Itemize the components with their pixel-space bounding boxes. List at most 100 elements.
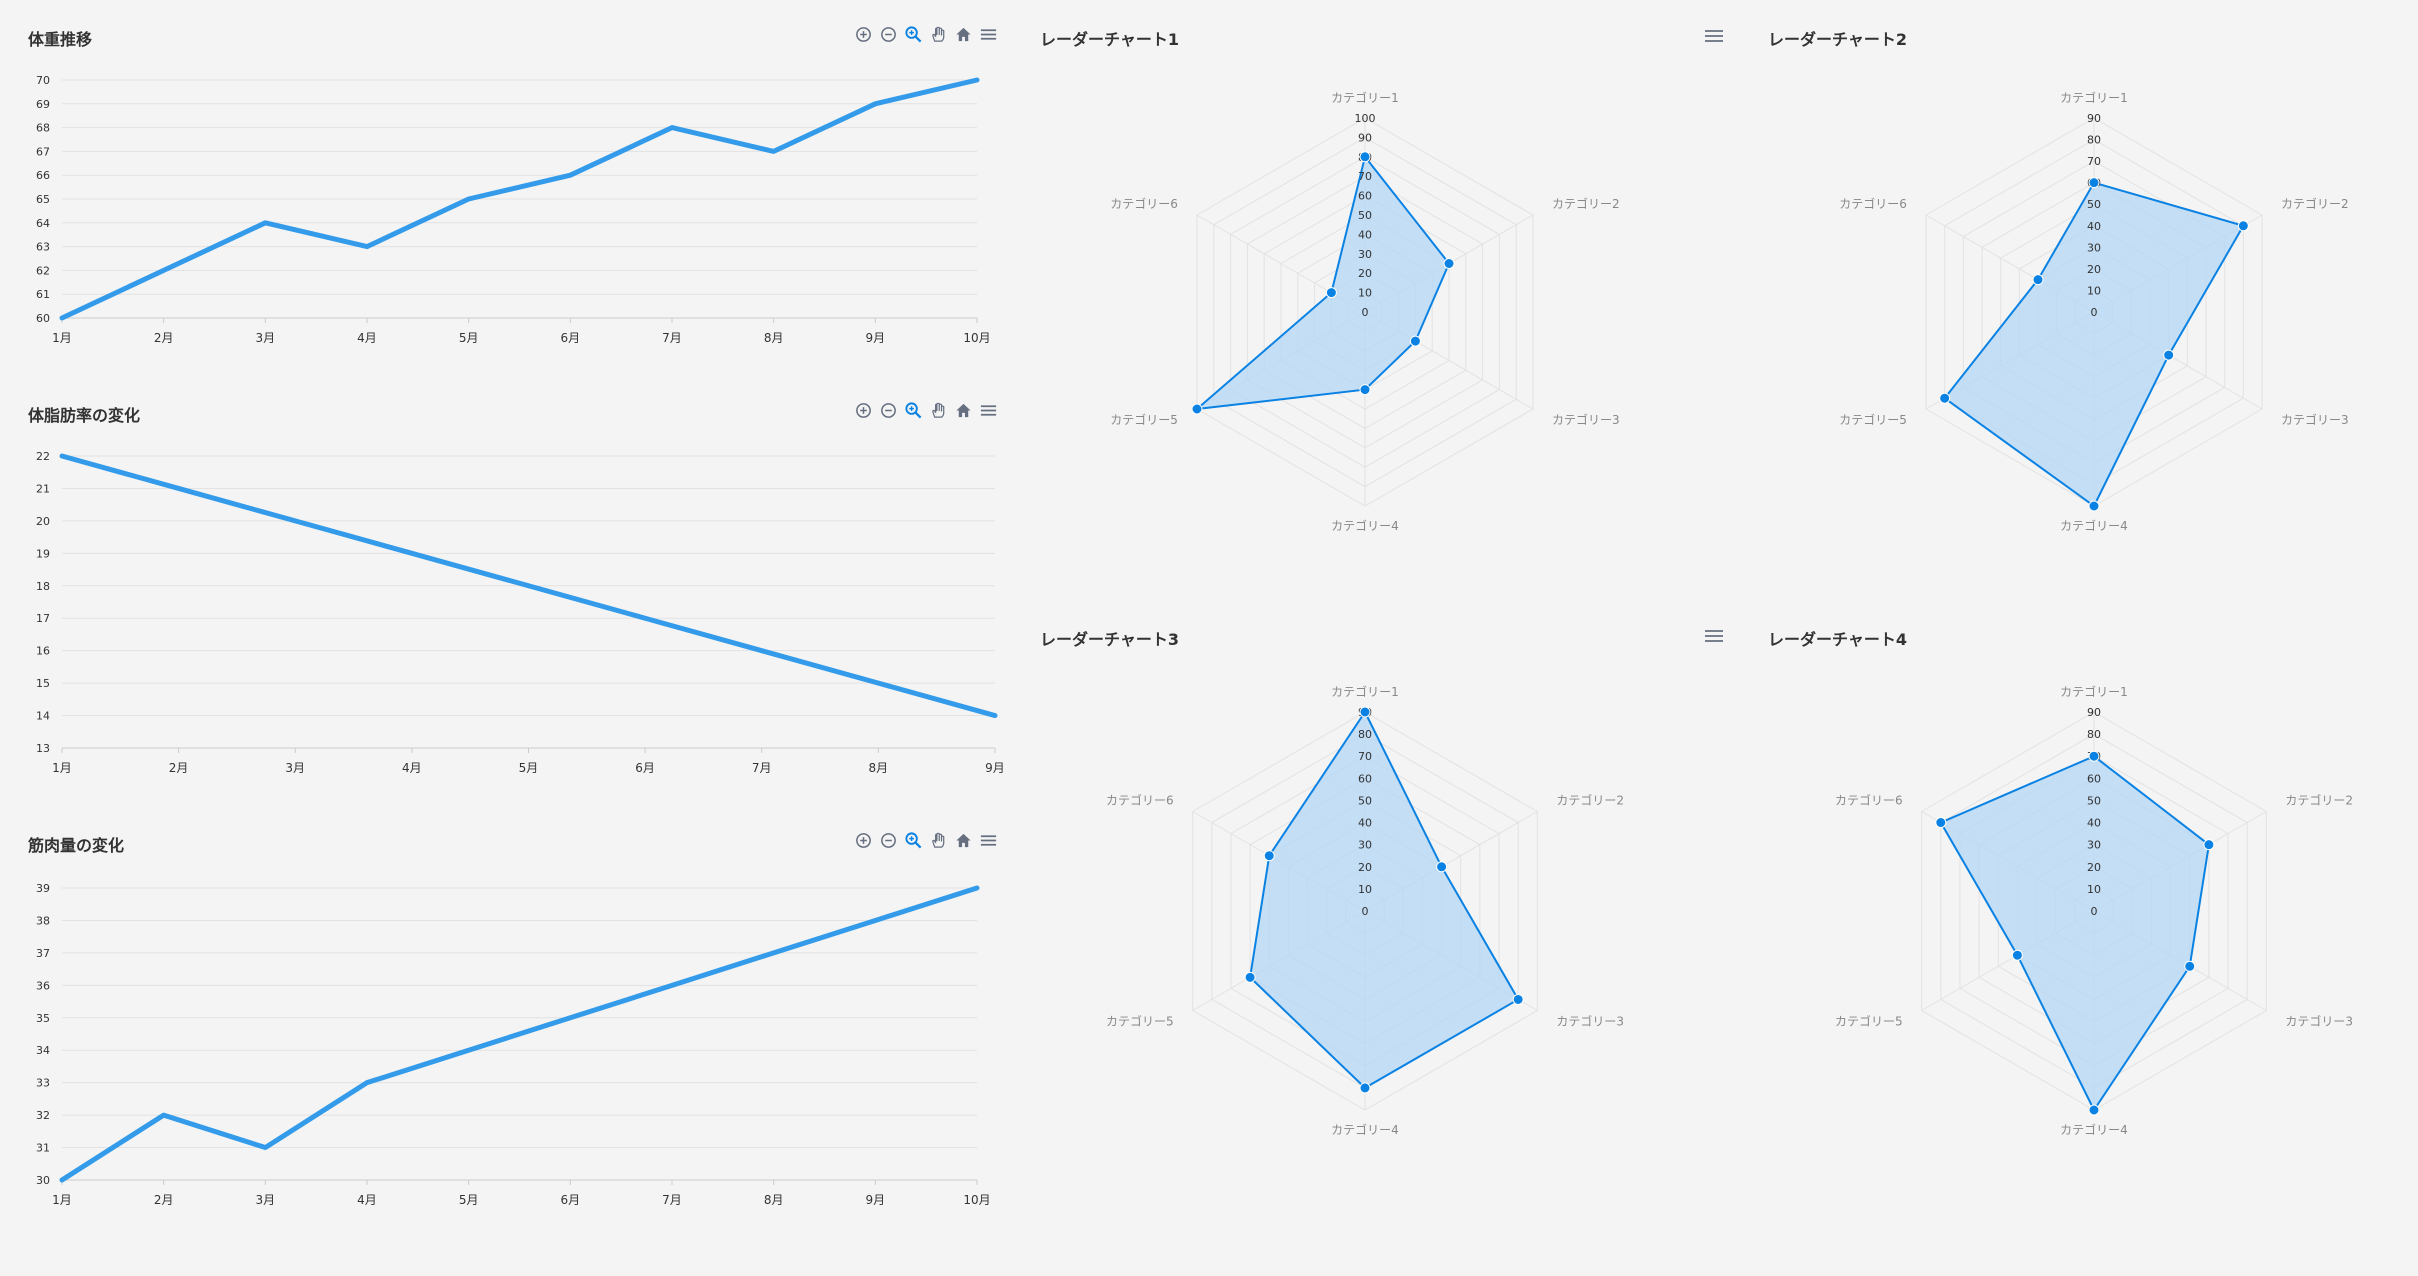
x-tick-label: 2月 [169, 761, 189, 775]
menu-icon[interactable] [979, 25, 998, 44]
radial-tick-label: 10 [1358, 287, 1372, 300]
radar-point [2011, 949, 2023, 961]
y-tick-label: 36 [36, 979, 50, 992]
radar-category-label: カテゴリー1 [2060, 684, 2128, 699]
pan-icon[interactable] [929, 831, 948, 850]
radar-category-label: カテゴリー2 [1556, 793, 1624, 808]
radar-plot: 0102030405060708090カテゴリー1カテゴリー2カテゴリー3カテゴ… [1106, 684, 1624, 1137]
radial-tick-label: 30 [2087, 241, 2101, 254]
x-tick-label: 6月 [635, 761, 655, 775]
radar-category-label: カテゴリー2 [1552, 196, 1620, 211]
radar-point [2088, 750, 2100, 762]
x-tick-label: 9月 [985, 761, 1005, 775]
radar-category-label: カテゴリー4 [1331, 1122, 1399, 1137]
zoom-in-icon[interactable] [854, 25, 873, 44]
radar-point [1443, 258, 1455, 269]
y-tick-label: 16 [36, 645, 50, 658]
zoom-select-icon[interactable] [904, 25, 923, 44]
home-icon[interactable] [954, 25, 973, 44]
menu-icon[interactable] [979, 401, 998, 420]
home-icon[interactable] [954, 401, 973, 420]
radar-chart-4: レーダーチャート4 0102030405060708090カテゴリー1カテゴリー… [1760, 600, 2418, 1220]
y-tick-label: 65 [36, 193, 50, 206]
radial-tick-label: 30 [2087, 839, 2101, 852]
line-chart-weight: 体重推移 60 61 62 63 64 65 66 67 68 69 70 1月 2月 3月 4月 5月 6月 7… [0, 0, 1020, 370]
radial-tick-label: 80 [2087, 728, 2101, 741]
y-tick-label: 15 [36, 677, 50, 690]
radial-tick-label: 10 [2087, 883, 2101, 896]
y-tick-label: 32 [36, 1109, 50, 1122]
radar-point [2088, 1104, 2100, 1116]
radial-tick-label: 40 [2087, 220, 2101, 233]
radar-point [2032, 274, 2044, 286]
radial-tick-label: 100 [1355, 112, 1376, 125]
y-tick-label: 66 [36, 169, 50, 182]
radial-tick-label: 20 [1358, 861, 1372, 874]
zoom-in-icon[interactable] [854, 401, 873, 420]
y-tick-label: 20 [36, 515, 50, 528]
x-tick-label: 1月 [52, 1193, 72, 1206]
radial-tick-label: 40 [1358, 817, 1372, 830]
radar-point [2237, 220, 2249, 232]
radar-point [1359, 384, 1371, 396]
radial-tick-label: 90 [2087, 706, 2101, 719]
radar-chart-3: レーダーチャート3 0102030405060708090カテゴリー1カテゴリー… [1030, 600, 1730, 1220]
x-tick-label: 8月 [869, 761, 889, 775]
radar-category-label: カテゴリー5 [1839, 412, 1907, 427]
x-tick-label: 3月 [256, 1193, 276, 1206]
x-tick-label: 3月 [256, 331, 276, 345]
radial-tick-label: 0 [2091, 905, 2098, 918]
radar-point [1939, 392, 1951, 404]
zoom-out-icon[interactable] [879, 831, 898, 850]
radial-tick-label: 70 [1358, 750, 1372, 763]
radial-tick-label: 80 [1358, 728, 1372, 741]
radial-tick-label: 60 [1358, 190, 1372, 203]
zoom-in-icon[interactable] [854, 831, 873, 850]
radial-tick-label: 40 [1358, 228, 1372, 241]
radial-tick-label: 20 [2087, 861, 2101, 874]
radar-point [1359, 1082, 1371, 1094]
radial-tick-label: 0 [1362, 905, 1369, 918]
pan-icon[interactable] [929, 25, 948, 44]
radar-point [2088, 177, 2100, 189]
radar-category-label: カテゴリー5 [1106, 1014, 1174, 1029]
radar-category-label: カテゴリー1 [1331, 90, 1399, 105]
menu-icon[interactable] [979, 831, 998, 850]
radar-category-label: カテゴリー6 [1110, 196, 1178, 211]
menu-icon[interactable] [1704, 28, 1724, 44]
home-icon[interactable] [954, 831, 973, 850]
radar-category-label: カテゴリー6 [1835, 793, 1903, 808]
radar-point [2203, 839, 2215, 851]
chart-title: 体脂肪率の変化 [28, 406, 141, 425]
radial-tick-label: 50 [1358, 209, 1372, 222]
line-chart-plot: 60 61 62 63 64 65 66 67 68 69 70 1月 2月 3月 4月 5月 6月 7月 8月 9月… [36, 74, 991, 345]
line-chart-plot: 30 31 32 33 34 35 36 37 38 39 1月 2月 3月 4月 5月 6月 7月 8月 9月 10… [36, 882, 991, 1206]
x-tick-label: 2月 [154, 331, 174, 345]
y-tick-label: 14 [36, 710, 50, 723]
zoom-out-icon[interactable] [879, 401, 898, 420]
x-tick-label: 9月 [866, 331, 886, 345]
y-tick-label: 69 [36, 98, 50, 111]
pan-icon[interactable] [929, 401, 948, 420]
y-tick-label: 34 [36, 1044, 50, 1057]
x-tick-label: 6月 [561, 1193, 581, 1206]
y-tick-label: 67 [36, 145, 50, 158]
radial-tick-label: 0 [1362, 306, 1369, 319]
radar-category-label: カテゴリー6 [1839, 196, 1907, 211]
x-tick-label: 8月 [764, 1193, 784, 1206]
radial-tick-label: 70 [1358, 170, 1372, 183]
zoom-select-icon[interactable] [904, 831, 923, 850]
radial-tick-label: 0 [2091, 306, 2098, 319]
radial-tick-label: 20 [2087, 263, 2101, 276]
chart-title: 筋肉量の変化 [28, 836, 125, 855]
series-line [59, 77, 980, 321]
chart-title: レーダーチャート3 [1040, 630, 1179, 649]
zoom-select-icon[interactable] [904, 401, 923, 420]
line-chart-muscle: 筋肉量の変化 30 31 32 33 34 35 36 37 38 39 1月 2月 3月 4月 5月 6月 7… [0, 806, 1020, 1206]
radar-category-label: カテゴリー3 [2285, 1014, 2353, 1029]
radar-point [2088, 500, 2100, 512]
zoom-out-icon[interactable] [879, 25, 898, 44]
y-tick-label: 60 [36, 312, 50, 325]
menu-icon[interactable] [1704, 628, 1724, 644]
x-tick-label: 10月 [963, 1193, 990, 1206]
